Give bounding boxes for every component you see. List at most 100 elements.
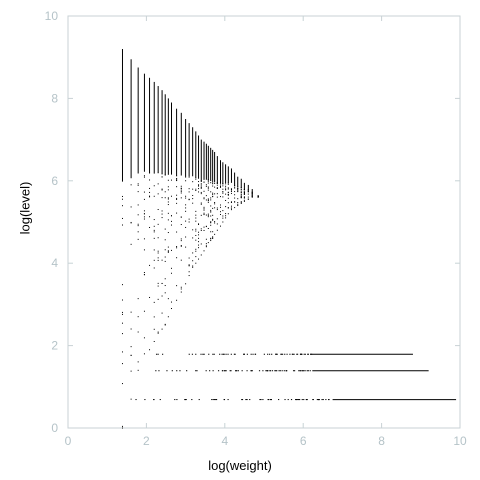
data-point bbox=[203, 208, 205, 210]
data-point bbox=[207, 216, 209, 218]
data-point bbox=[188, 257, 190, 259]
data-point bbox=[237, 190, 239, 192]
data-point bbox=[166, 370, 168, 372]
data-point bbox=[234, 185, 236, 187]
data-point bbox=[167, 298, 169, 300]
data-point bbox=[243, 197, 245, 199]
data-point bbox=[301, 353, 303, 355]
data-point bbox=[167, 232, 169, 234]
data-point bbox=[216, 229, 218, 231]
data-point bbox=[200, 353, 202, 355]
data-point bbox=[149, 216, 151, 218]
data-point bbox=[192, 188, 194, 190]
data-point bbox=[130, 206, 132, 208]
data-point bbox=[203, 250, 205, 252]
data-point bbox=[214, 181, 216, 183]
data-point bbox=[241, 370, 243, 372]
data-point bbox=[205, 214, 207, 216]
data-point bbox=[222, 185, 224, 187]
data-point bbox=[185, 399, 187, 401]
data-point bbox=[167, 219, 169, 221]
data-point bbox=[243, 353, 245, 355]
data-point bbox=[290, 399, 293, 401]
data-point bbox=[203, 190, 205, 192]
data-point bbox=[205, 243, 207, 245]
data-point bbox=[135, 399, 137, 401]
data-point bbox=[243, 199, 245, 201]
data-point bbox=[161, 259, 163, 261]
x-axis-title: log(weight) bbox=[208, 458, 272, 473]
data-point bbox=[164, 239, 166, 241]
data-point bbox=[157, 282, 159, 284]
data-point bbox=[137, 225, 139, 227]
data-point bbox=[167, 197, 169, 199]
y-tick-label: 6 bbox=[51, 174, 58, 188]
data-point bbox=[121, 427, 123, 429]
data-point bbox=[246, 353, 248, 355]
data-point bbox=[153, 267, 155, 269]
data-point bbox=[200, 179, 202, 181]
data-point bbox=[225, 370, 227, 372]
data-point bbox=[176, 212, 178, 214]
data-point bbox=[285, 370, 287, 372]
data-point bbox=[215, 399, 217, 401]
data-point bbox=[227, 194, 229, 196]
x-tick-label: 4 bbox=[221, 434, 228, 448]
data-point bbox=[195, 239, 197, 241]
data-point bbox=[195, 210, 197, 212]
data-point bbox=[240, 193, 242, 195]
data-point bbox=[180, 188, 182, 190]
data-point bbox=[164, 292, 166, 294]
data-point bbox=[207, 199, 209, 201]
data-point bbox=[210, 191, 212, 193]
data-point bbox=[275, 353, 277, 355]
data-point bbox=[176, 247, 178, 249]
data-point bbox=[237, 198, 239, 200]
data-point bbox=[212, 182, 214, 184]
data-point bbox=[236, 370, 238, 372]
data-point bbox=[164, 260, 166, 262]
data-point bbox=[234, 197, 236, 199]
data-point bbox=[221, 370, 224, 372]
data-point bbox=[222, 215, 224, 217]
data-point bbox=[222, 221, 224, 223]
data-point bbox=[185, 220, 187, 222]
data-point bbox=[153, 316, 155, 318]
data-point bbox=[214, 180, 216, 182]
data-point bbox=[137, 331, 139, 333]
data-point bbox=[153, 172, 155, 174]
data-point bbox=[230, 209, 232, 211]
data-point bbox=[304, 370, 306, 372]
data-point bbox=[225, 183, 227, 185]
data-point bbox=[283, 370, 285, 372]
data-point bbox=[205, 226, 207, 228]
data-point bbox=[234, 194, 236, 196]
data-point bbox=[143, 216, 145, 218]
data-point bbox=[121, 205, 123, 207]
data-point bbox=[157, 353, 159, 355]
data-point bbox=[203, 214, 205, 216]
data-point bbox=[195, 234, 197, 236]
data-point bbox=[225, 187, 227, 189]
data-point bbox=[296, 353, 299, 355]
data-point bbox=[157, 193, 159, 195]
data-point bbox=[219, 182, 221, 184]
data-point bbox=[263, 353, 265, 355]
data-point bbox=[153, 225, 155, 227]
data-point bbox=[219, 204, 221, 206]
data-point bbox=[214, 186, 216, 188]
data-point bbox=[180, 259, 182, 261]
data-point bbox=[192, 181, 194, 183]
data-point bbox=[180, 286, 182, 288]
data-point bbox=[192, 265, 194, 267]
data-point bbox=[303, 353, 305, 355]
data-point bbox=[205, 238, 207, 240]
data-point bbox=[254, 353, 256, 355]
data-point bbox=[252, 353, 254, 355]
data-point bbox=[200, 191, 202, 193]
data-point bbox=[137, 298, 139, 300]
data-point bbox=[246, 399, 248, 401]
data-point bbox=[198, 241, 200, 243]
data-point bbox=[316, 399, 318, 401]
data-point bbox=[205, 195, 207, 197]
